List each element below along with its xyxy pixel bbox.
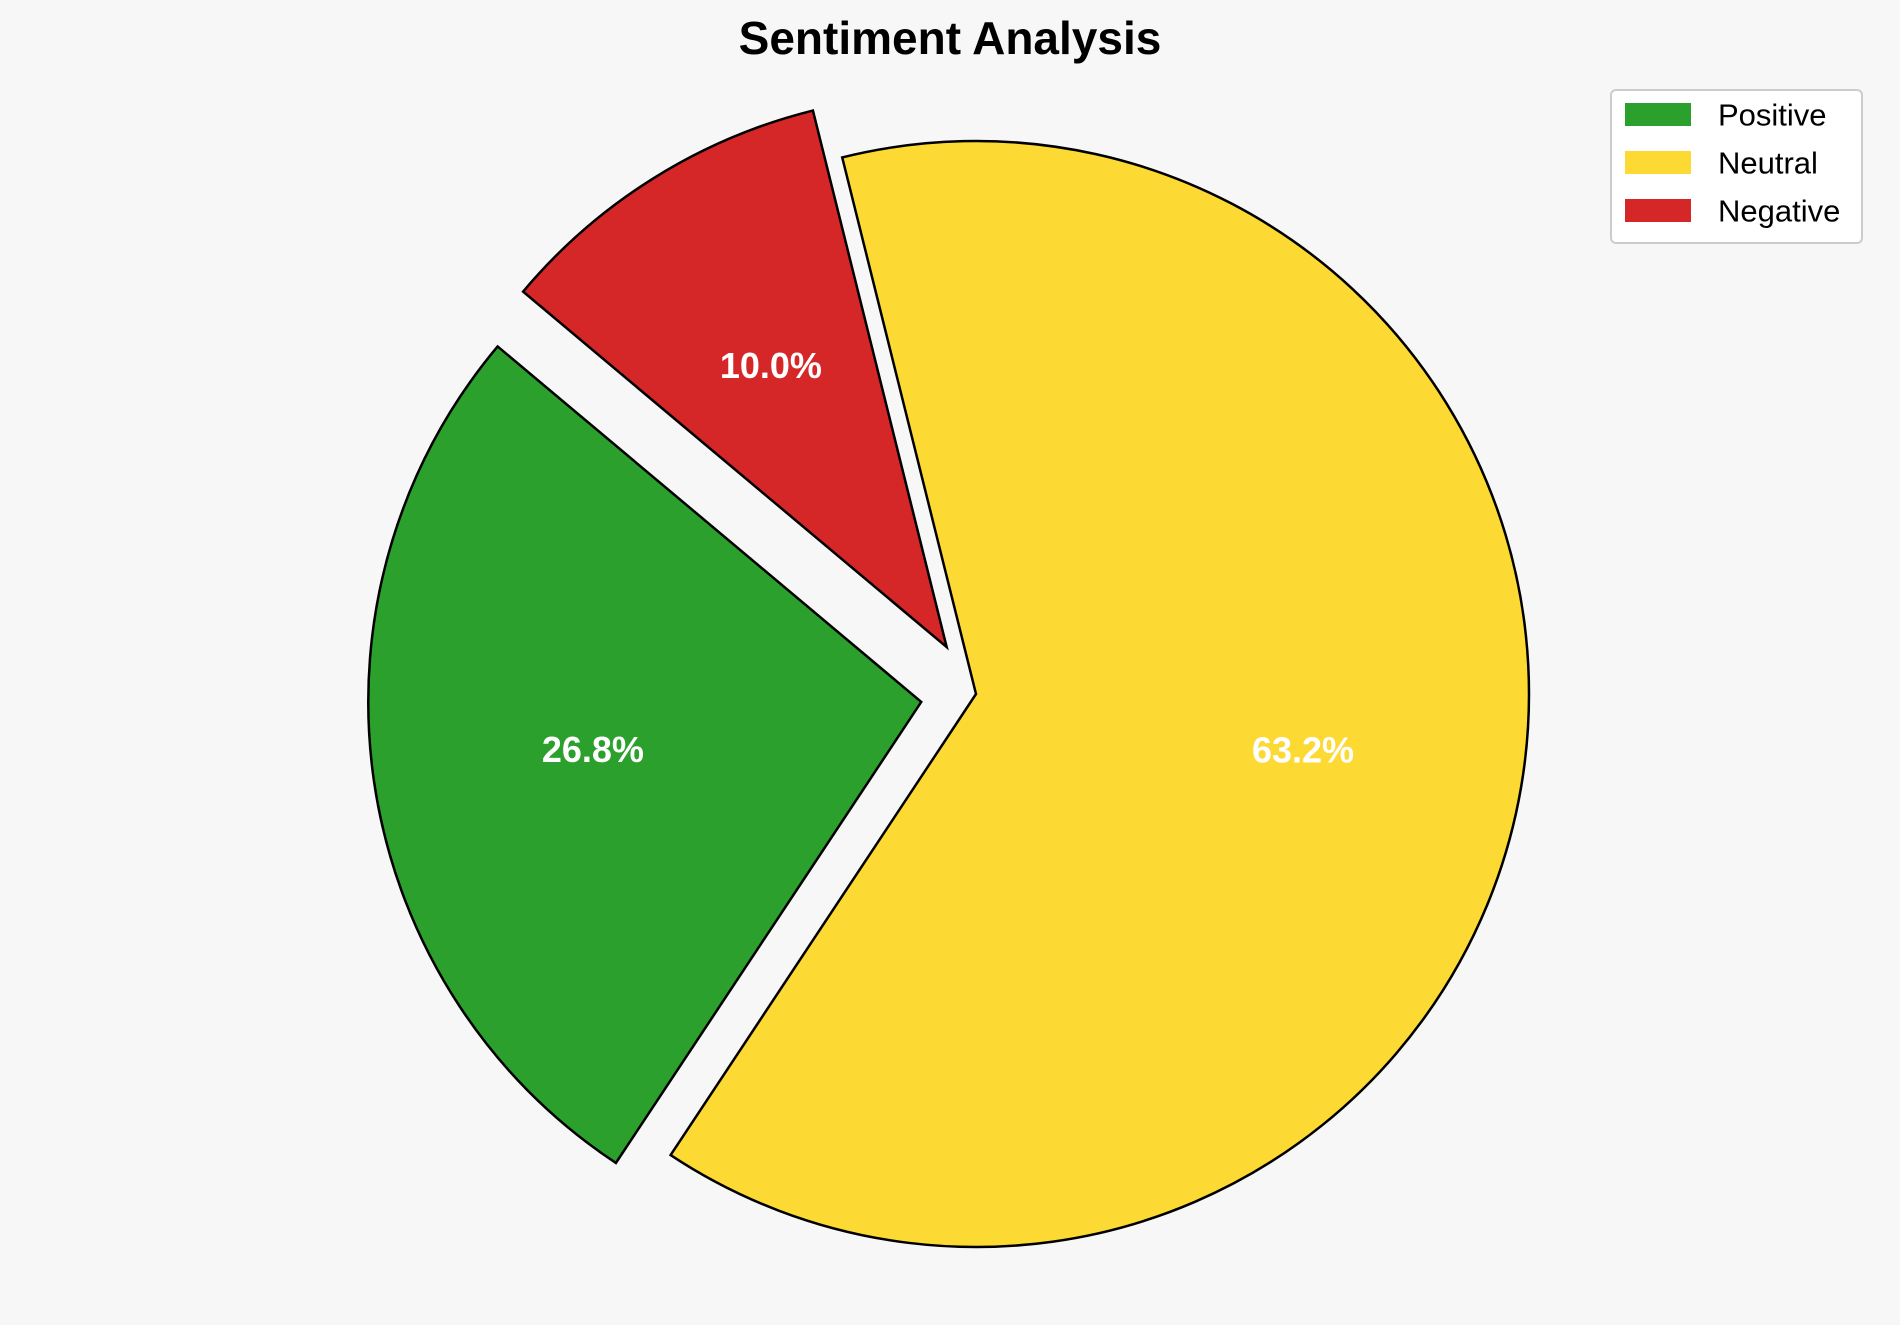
legend-swatch-neutral <box>1625 151 1691 174</box>
pie-slice-positive <box>367 344 923 1165</box>
legend-swatch-negative <box>1625 199 1691 222</box>
legend-swatch-positive <box>1625 103 1691 126</box>
pie-slice-neutral <box>668 139 1531 1249</box>
legend-label-neutral: Neutral <box>1718 146 1818 181</box>
legend: Positive Neutral Negative <box>1610 89 1863 244</box>
pie-slices <box>367 109 1531 1249</box>
pie-percent-labels: 26.8% 63.2% 10.0% <box>542 345 1354 771</box>
percent-label-negative: 10.0% <box>720 345 822 386</box>
percent-label-neutral: 63.2% <box>1252 730 1354 771</box>
percent-label-positive: 26.8% <box>542 729 644 770</box>
legend-label-negative: Negative <box>1718 194 1840 229</box>
chart-title: Sentiment Analysis <box>739 12 1162 64</box>
legend-label-positive: Positive <box>1718 98 1827 133</box>
pie-slice-negative <box>521 109 949 651</box>
